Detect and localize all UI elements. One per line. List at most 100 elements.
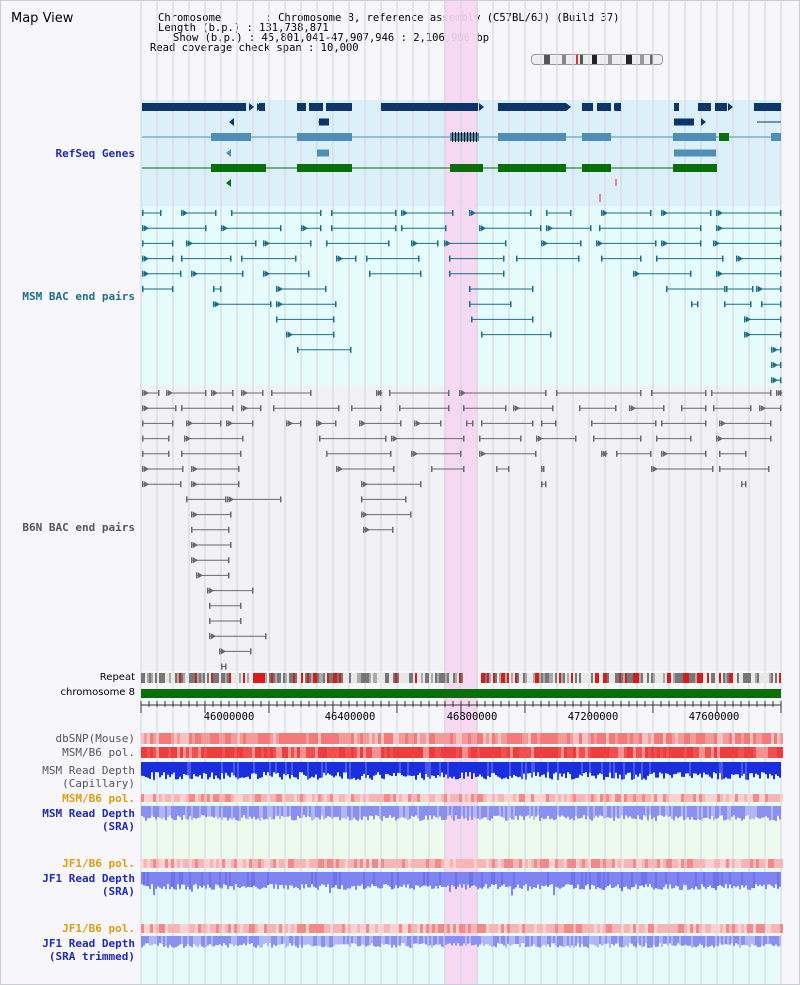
msm-depth-sra-bar [353,806,355,818]
msm-depth-cap-bar [437,762,439,776]
msm-depth-cap-bar [661,762,663,774]
jf1-depth-trim-bar [325,936,327,946]
msm-depth-cap-bar [541,762,543,776]
jf1-b6-pol-heat-2 [603,924,606,933]
bac-end [376,390,378,396]
repeat-element [145,673,147,683]
msm-depth-sra-bar [553,806,555,821]
bac-end [221,225,223,232]
msm-b6-pol-heat-2 [333,794,336,802]
msm-depth-cap-bar [713,762,715,773]
jf1-b6-pol-heat-2 [543,924,546,933]
repeat-element [195,673,197,683]
msm-b6-pol-heat-2 [672,794,675,802]
grid-lines [140,1,782,984]
msm-depth-sra-bar [153,806,155,817]
b6n-bac-track-label[interactable]: B6N BAC end pairs [22,521,135,534]
msm-b6-pol-heat-2 [645,794,648,802]
bac-arrow [221,648,226,655]
jf1-read-depth-trim-label[interactable]: JF1 Read Depth [42,937,135,950]
msm-depth-sra-bar [243,806,245,816]
dbsnp-track-label[interactable]: dbSNP(Mouse) [55,732,135,745]
msm-b6-pol-heat-2 [546,794,549,802]
dbsnp-heat [399,733,402,744]
dbsnp-heat [345,733,348,744]
jf1-b6-pol-label-1[interactable]: JF1/B6 pol. [62,857,135,870]
refseq-track-label[interactable]: RefSeq Genes [55,147,135,160]
repeat-element [707,673,709,683]
jf1-depth-sra-bar [603,872,605,890]
msm-depth-cap-bar [657,762,659,778]
msm-depth-cap-bar [143,762,145,777]
repeat-element [635,673,637,683]
jf1-read-depth-sra-label[interactable]: JF1 Read Depth [42,872,135,885]
jf1-depth-trim-bar [149,936,151,946]
msm-b6-pol-heat [462,747,465,758]
msm-depth-cap-bar [745,762,747,780]
msm-b6-pol-heat-2 [504,794,507,802]
msm-b6-pol-heat-2 [777,794,780,802]
msm-read-depth-cap-label[interactable]: MSM Read Depth [42,764,135,777]
dbsnp-heat [267,733,270,744]
jf1-depth-sra-bar [639,872,641,886]
dbsnp-heat [363,733,366,744]
jf1-depth-trim-bar [387,936,389,945]
msm-b6-pol-heat-2 [630,794,633,802]
bac-end [252,587,254,594]
jf1-b6-pol-heat [729,859,732,868]
jf1-depth-trim-bar [441,936,443,947]
msm-b6-pol-heat [564,747,567,758]
msm-depth-sra-bar [743,806,745,820]
msm-b6-pol-heat-2 [495,794,498,802]
repeat-element [173,673,175,683]
repeat-element [719,673,721,683]
bac-arrow [168,390,173,396]
repeat-element [651,673,653,683]
msm-depth-sra-bar [573,806,575,821]
jf1-depth-sra-bar [351,872,353,887]
repeat-element [523,673,525,683]
jf1-b6-pol-label-2[interactable]: JF1/B6 pol. [62,922,135,935]
msm-depth-sra-bar [541,806,543,818]
msm-bac-track-label[interactable]: MSM BAC end pairs [22,290,135,303]
jf1-depth-trim-bar [449,936,451,944]
msm-depth-sra-bar [669,806,671,817]
jf1-depth-trim-bar [557,936,559,948]
bac-end [541,481,543,488]
bac-end [184,435,186,442]
msm-b6-pol-label-2[interactable]: MSM/B6 pol. [62,792,135,805]
jf1-depth-trim-bar [199,936,201,945]
jf1-depth-sra-bar [671,872,673,889]
repeat-element [403,673,405,683]
msm-read-depth-sra-label[interactable]: MSM Read Depth [42,807,135,820]
bac-end [300,420,302,427]
msm-b6-pol-heat [573,747,576,758]
dbsnp-heat [582,733,585,744]
jf1-b6-pol-heat [258,859,261,868]
jf1-b6-pol-heat [450,859,453,868]
jf1-depth-sra-bar [505,872,507,887]
jf1-depth-trim-bar [309,936,311,946]
jf1-b6-pol-heat-2 [414,924,417,933]
jf1-depth-trim-bar [687,936,689,946]
jf1-depth-trim-bar [479,936,481,945]
chromosome-ideogram[interactable] [531,54,663,65]
jf1-depth-trim-bar [217,936,219,946]
bac-end [655,420,657,427]
jf1-depth-trim-bar [715,936,717,946]
msm-b6-pol-label-1[interactable]: MSM/B6 pol. [62,746,135,759]
bac-arrow [278,286,283,292]
msm-depth-cap-bar [461,762,463,773]
bac-end [570,210,572,216]
jf1-depth-trim-bar [369,936,371,946]
jf1-b6-pol-heat-2 [504,924,507,933]
msm-depth-sra-bar [637,806,639,816]
bac-arrow [471,210,476,216]
jf1-depth-sra-bar [701,872,703,885]
msm-b6-pol-heat-2 [456,794,459,802]
repeat-element [429,673,431,683]
repeat-element [497,673,499,683]
jf1-depth-trim-bar [235,936,237,945]
msm-depth-sra-bar [525,806,527,817]
